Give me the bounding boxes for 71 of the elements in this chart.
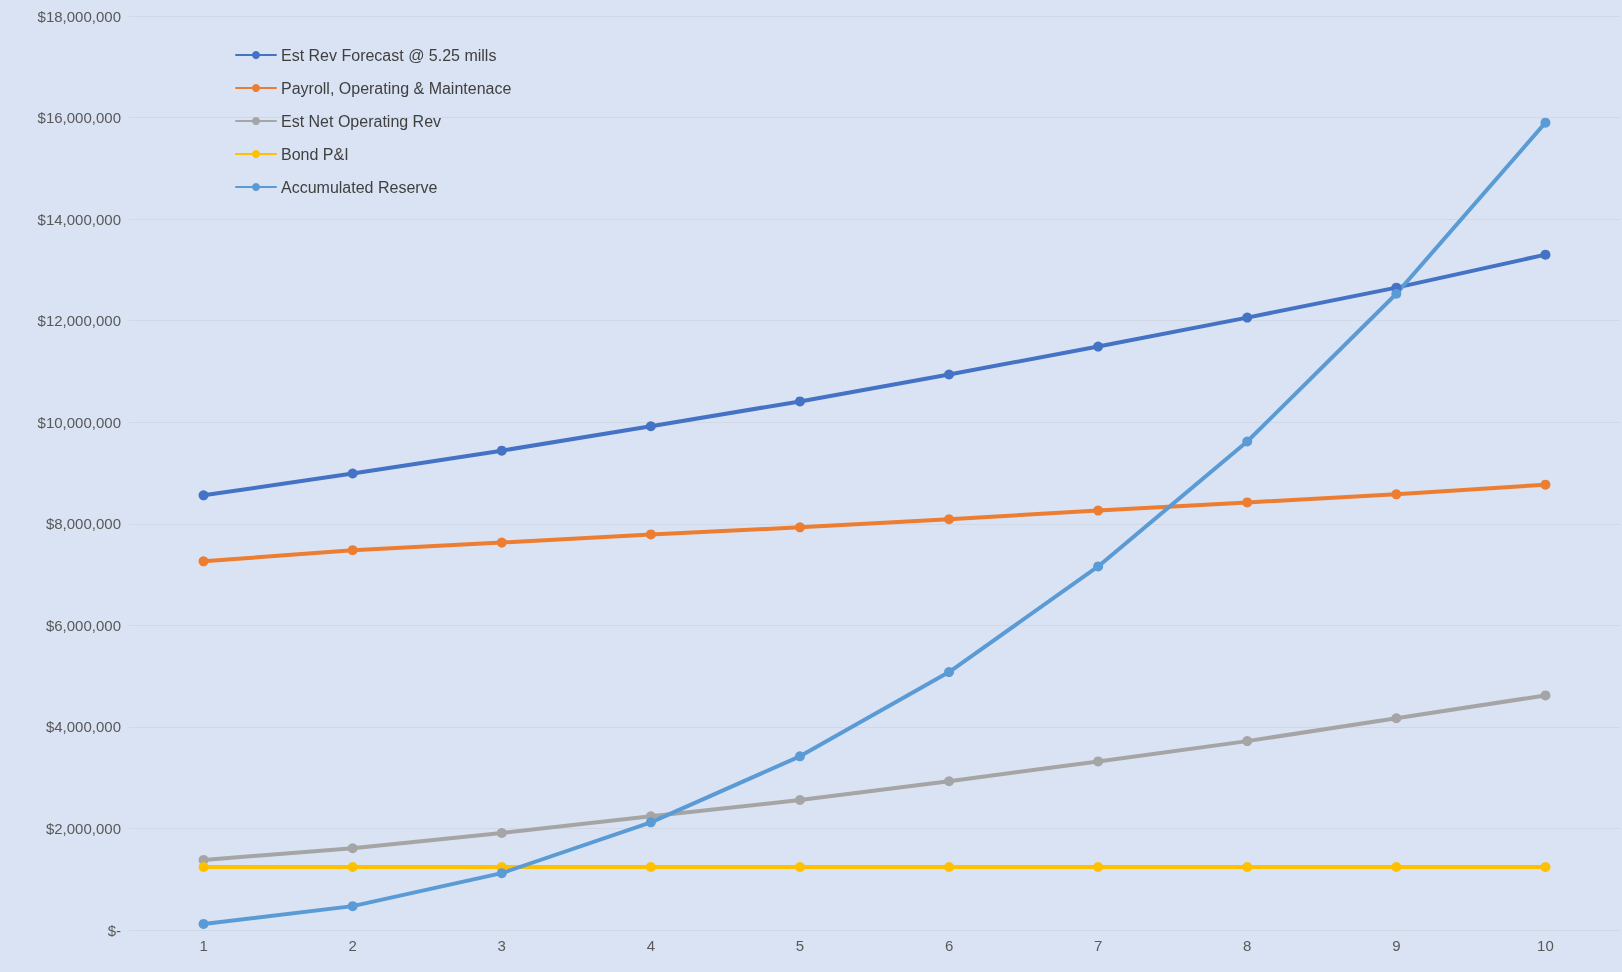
- point: [645, 862, 656, 873]
- y-tick-label: $-: [107, 921, 121, 939]
- legend-label: Bond P&I: [281, 145, 349, 163]
- point: [198, 556, 209, 567]
- point: [794, 751, 805, 762]
- y-tick-label: $14,000,000: [37, 210, 121, 228]
- point: [1242, 736, 1253, 747]
- point: [496, 868, 507, 879]
- point: [1242, 312, 1253, 323]
- point: [1540, 117, 1551, 128]
- point: [944, 667, 955, 678]
- legend-label: Est Rev Forecast @ 5.25 mills: [281, 46, 497, 64]
- x-tick-label: 6: [944, 937, 954, 954]
- point: [1242, 497, 1253, 508]
- point: [198, 918, 209, 929]
- x-tick-label: 10: [1537, 937, 1554, 954]
- point: [347, 901, 358, 912]
- point: [1540, 479, 1551, 490]
- y-tick-label: $12,000,000: [37, 312, 121, 330]
- point: [347, 545, 358, 556]
- point: [1540, 249, 1551, 260]
- legend-label: Accumulated Reserve: [281, 178, 438, 196]
- y-tick-label: $16,000,000: [37, 109, 121, 127]
- point: [944, 514, 955, 525]
- legend-label: Payroll, Operating & Maintenace: [281, 79, 512, 97]
- legend-label: Est Net Operating Rev: [281, 112, 442, 130]
- point: [794, 862, 805, 873]
- point: [1391, 713, 1402, 724]
- point: [347, 862, 358, 873]
- point: [347, 843, 358, 854]
- x-tick-label: 9: [1392, 937, 1401, 954]
- point: [198, 490, 209, 501]
- point: [1391, 489, 1402, 500]
- point: [1093, 862, 1104, 873]
- point: [496, 445, 507, 456]
- point: [794, 522, 805, 533]
- point: [645, 529, 656, 540]
- x-tick-label: 1: [199, 937, 208, 954]
- point: [1093, 505, 1104, 516]
- point: [944, 862, 955, 873]
- point: [944, 369, 955, 380]
- y-tick-label: $10,000,000: [37, 413, 121, 431]
- y-tick-label: $2,000,000: [45, 819, 121, 837]
- point: [645, 817, 656, 828]
- point: [1540, 862, 1551, 873]
- point: [1093, 561, 1104, 572]
- point: [1540, 690, 1551, 701]
- x-tick-label: 5: [795, 937, 805, 954]
- point: [1391, 862, 1402, 873]
- point: [496, 537, 507, 548]
- x-tick-label: 3: [497, 937, 506, 954]
- point: [1391, 288, 1402, 299]
- point: [645, 421, 656, 432]
- y-tick-label: $8,000,000: [45, 515, 121, 533]
- point: [794, 396, 805, 407]
- y-tick-label: $18,000,000: [37, 7, 121, 25]
- x-tick-label: 7: [1093, 937, 1103, 954]
- point: [794, 795, 805, 806]
- point: [1093, 341, 1104, 352]
- x-tick-label: 8: [1243, 937, 1252, 954]
- point: [198, 862, 209, 873]
- y-tick-label: $4,000,000: [45, 718, 121, 736]
- point: [1242, 862, 1253, 873]
- point: [347, 468, 358, 479]
- x-tick-label: 2: [348, 937, 357, 954]
- point: [496, 828, 507, 839]
- point: [944, 776, 955, 787]
- point: [1242, 436, 1253, 447]
- x-tick-label: 4: [646, 937, 656, 954]
- point: [1093, 756, 1104, 767]
- y-tick-label: $6,000,000: [45, 616, 121, 634]
